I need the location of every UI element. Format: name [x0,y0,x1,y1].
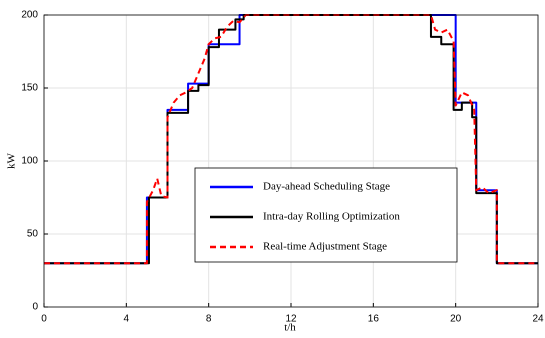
legend-box [194,167,458,263]
legend-label: Day-ahead Scheduling Stage [263,181,390,193]
y-axis-label: kW [6,152,18,169]
series-line [44,14,538,265]
x-tick-label: 24 [532,314,544,325]
x-tick-label: 4 [124,314,130,325]
y-tick-label: 200 [21,10,38,21]
x-tick-label: 16 [368,314,380,325]
axes-box [43,14,539,308]
y-tick-label: 100 [21,156,38,167]
legend-label: Intra-day Rolling Optimization [263,211,400,223]
x-tick-label: 0 [41,314,47,325]
y-tick-label: 50 [27,229,39,240]
y-tick-label: 0 [32,302,38,313]
legend-label: Real-time Adjustment Stage [263,241,387,253]
x-tick-label: 8 [206,314,212,325]
series-line [44,14,538,265]
x-tick-label: 20 [450,314,462,325]
y-tick-label: 150 [21,83,38,94]
x-axis-label: t/h [284,322,296,333]
x-tick-label: 12 [285,314,297,325]
